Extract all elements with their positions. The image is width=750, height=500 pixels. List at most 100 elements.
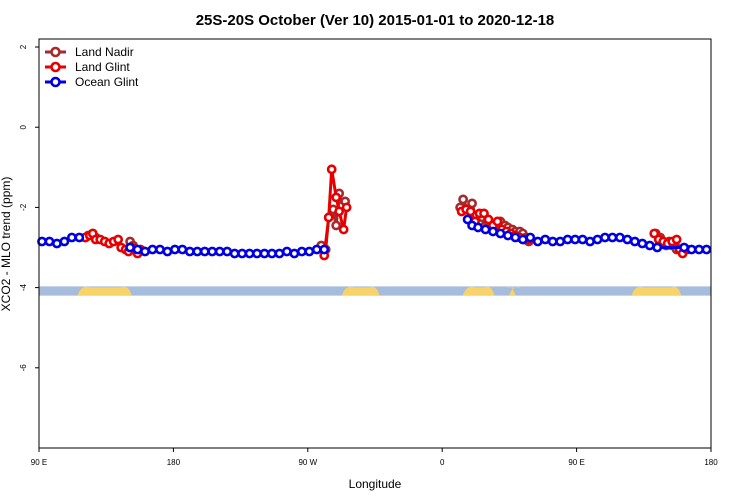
data-point [679,242,690,253]
data-point [671,234,682,245]
data-point [510,232,521,243]
data-point [479,208,489,219]
data-point [140,246,150,257]
data-point [331,220,342,231]
legend-swatch-marker [50,76,61,88]
data-point [59,236,70,247]
data-point [483,214,494,225]
x-tick-label-2: 90 W [298,458,317,467]
data-point [555,236,566,247]
data-point [74,232,85,243]
y-axis-label: XCO2 - MLO trend (ppm) [0,177,13,312]
data-point [686,244,697,255]
data-point [177,244,188,255]
x-tick-label-5: 180 [704,458,718,467]
data-point [607,232,618,243]
data-point [465,206,476,217]
x-axis: 90 E 180 90 W 0 90 E 180 [31,448,718,467]
legend-swatch-marker [50,61,61,73]
data-point [540,234,551,245]
data-point [488,226,498,237]
data-point [169,244,180,255]
y-tick-label-0: 2 [19,44,28,49]
legend-swatch-marker [50,46,61,58]
data-point [577,234,588,245]
data-point [338,224,349,235]
data-point [274,248,285,259]
y-tick-label-4: -6 [19,364,28,372]
data-point [113,234,124,245]
data-point [473,222,483,233]
data-point [600,232,610,243]
data-point [547,236,558,247]
data-point [323,212,334,223]
data-point [615,232,625,243]
y-tick-label-1: 0 [19,124,28,129]
data-point [289,248,300,259]
legend-item-1: Land Glint [45,60,130,74]
data-point [52,238,62,249]
data-point [66,232,77,243]
data-point [585,236,595,247]
land-segment-4 [631,286,682,296]
series-layer [37,164,712,261]
data-point [532,236,543,247]
data-point [44,236,55,247]
data-point [147,244,158,255]
data-point [562,234,573,245]
data-point [319,244,330,255]
data-point [458,194,469,205]
data-point [652,242,663,253]
land-segment-2 [463,286,495,296]
data-point [222,246,233,257]
x-tick-label-3: 0 [440,458,445,467]
land-segment-0 [77,286,132,296]
data-point [480,224,491,235]
data-point [326,164,337,175]
data-point [694,244,704,255]
x-tick-label-0: 90 E [31,458,47,467]
data-point [296,246,307,257]
data-point [162,246,173,257]
land-segment-1 [342,286,380,296]
data-point [495,228,506,239]
data-point [244,248,255,259]
data-point [259,248,270,259]
data-point [132,244,143,255]
data-point [701,244,712,255]
data-point [462,214,473,225]
data-point [503,230,513,241]
series-land-glint [80,164,693,261]
x-axis-label: Longitude [349,477,402,491]
series-ocean-glint [37,214,712,259]
data-point [207,246,218,257]
data-point [214,246,225,257]
legend-label-2: Ocean Glint [75,75,139,89]
data-point [237,248,247,259]
land-ocean-band [39,286,711,296]
data-point [637,238,648,249]
data-point [629,236,640,247]
data-point [155,244,165,255]
data-point [125,242,135,253]
legend-label-1: Land Glint [75,60,130,74]
data-point [281,246,292,257]
data-point [311,244,322,255]
legend-label-0: Land Nadir [75,45,134,59]
data-point [199,246,210,257]
legend-item-0: Land Nadir [45,45,134,59]
y-tick-label-2: -2 [19,203,28,211]
data-point [649,228,660,239]
legend-item-2: Ocean Glint [45,75,139,89]
x-tick-label-4: 90 E [568,458,584,467]
data-point [517,234,528,245]
data-point [229,248,240,259]
data-point [304,246,315,257]
land-segment-3 [505,286,522,296]
y-axis: 2 0 -2 -4 -6 [19,44,39,371]
chart-title: 25S-20S October (Ver 10) 2015-01-01 to 2… [196,12,555,29]
data-point [525,232,536,243]
data-point [467,198,477,209]
data-point [492,216,503,227]
